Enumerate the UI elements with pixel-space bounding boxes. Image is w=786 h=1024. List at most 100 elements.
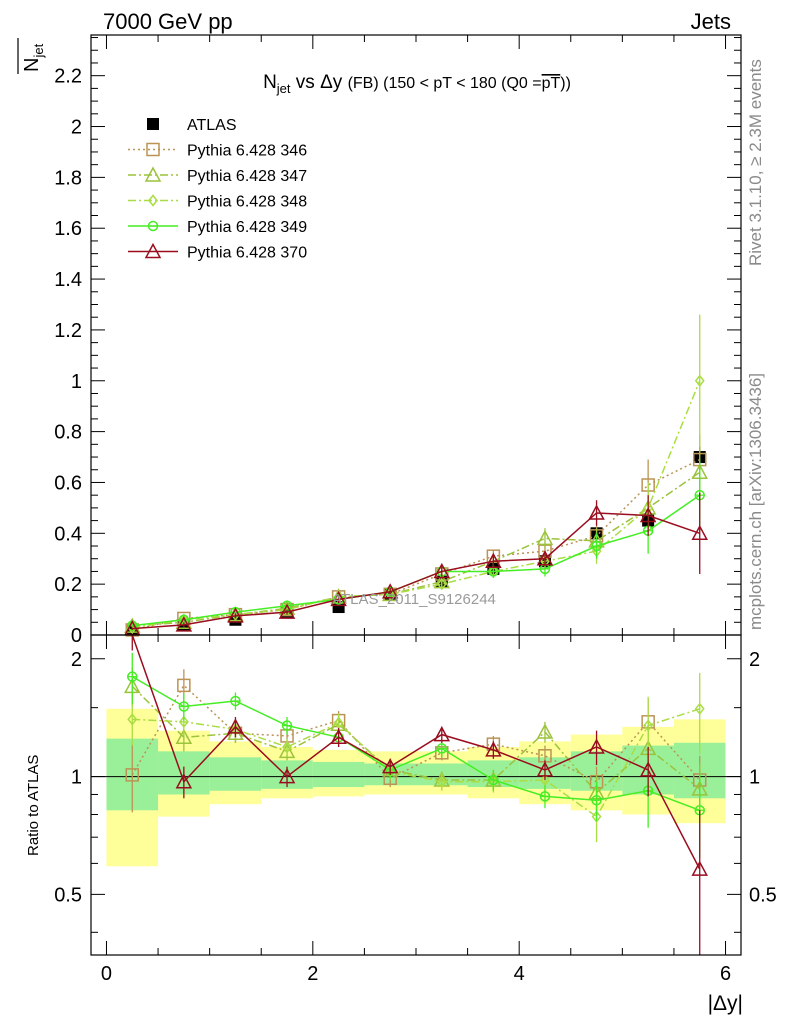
main-title: Njet vs Δy (FB) (150 < pT < 180 (Q0 =pT)… bbox=[263, 72, 571, 96]
ratio-series-0-line bbox=[131, 684, 701, 783]
title-close: )) bbox=[560, 75, 571, 92]
main-ytick-label-4: 0.8 bbox=[54, 422, 82, 444]
ratio-series-3-line bbox=[131, 676, 700, 811]
ratio-series-2-point-4 bbox=[333, 716, 344, 730]
main-ytick-label-2: 0.4 bbox=[54, 523, 82, 545]
ratio-series-2-point-6 bbox=[436, 775, 447, 788]
ratio-series-4-point-9 bbox=[588, 738, 605, 754]
main-series-5-point-11 bbox=[691, 524, 708, 541]
legend-marker-5 bbox=[144, 242, 162, 259]
ratio-series-4-point-11 bbox=[691, 860, 708, 876]
ratio-ytick-label-right-2: 2 bbox=[749, 649, 760, 671]
ratio-series-2-point-11 bbox=[694, 702, 705, 715]
main-series-3-point-6 bbox=[436, 577, 447, 591]
legend-label-2: Pythia 6.428 347 bbox=[187, 168, 307, 185]
ratio-ytick-label-right-1: 1 bbox=[749, 767, 760, 789]
main-ytick-label-7: 1.4 bbox=[54, 269, 82, 291]
legend: ATLAS Pythia 6.428 346 Pythia 6.428 347 Pyt… bbox=[128, 117, 307, 262]
legend-entry-5: Pythia 6.428 370 bbox=[128, 242, 307, 262]
ratio-series-2-point-10 bbox=[643, 719, 654, 732]
ratio-xlabel: |Δy| bbox=[708, 992, 743, 1015]
main-series-2-line bbox=[132, 471, 701, 627]
mcplots-label: mcplots.cern.ch [arXiv:1306.3436] bbox=[746, 373, 765, 630]
ratio-ytick-label-2: 2 bbox=[71, 649, 82, 671]
ratio-series-2-point-0 bbox=[127, 713, 138, 726]
ratio-ylabel: Ratio to ATLAS bbox=[25, 755, 42, 856]
ratio-series-4-point-2 bbox=[227, 718, 244, 734]
main-ylabel-sub: jet bbox=[31, 43, 46, 58]
header-left: 7000 GeV pp bbox=[103, 9, 233, 34]
ratio-series-2-point-3 bbox=[282, 740, 292, 754]
main-ylabel: Njet bbox=[21, 43, 46, 72]
header-right: Jets bbox=[691, 9, 731, 34]
ratio-series-4-line bbox=[131, 634, 701, 870]
main-ytick-label-1: 0.2 bbox=[54, 574, 82, 596]
title-tag: (FB) bbox=[348, 75, 379, 92]
main-ylabel-text: N bbox=[21, 58, 43, 72]
main-series-0-point-4 bbox=[332, 601, 345, 614]
title-prefix: N bbox=[263, 72, 277, 93]
main-series-5-line bbox=[132, 512, 700, 630]
legend-entry-3: Pythia 6.428 348 bbox=[128, 194, 307, 211]
ratio-frame bbox=[90, 634, 742, 956]
ratio-series-4-point-7 bbox=[485, 741, 502, 757]
ratio-inner-band-2 bbox=[209, 757, 262, 791]
main-ytick-label-6: 1.2 bbox=[54, 320, 82, 342]
main-series-5-point-10 bbox=[639, 506, 657, 523]
ratio-series-4-point-8 bbox=[536, 761, 554, 777]
ratio-series-1-point-1 bbox=[175, 728, 193, 745]
legend-label-0: ATLAS bbox=[187, 117, 237, 134]
main-series-1-line bbox=[132, 458, 701, 631]
watermark: ATLAS_2011_S9126244 bbox=[332, 591, 496, 608]
ratio-series-0-point-0 bbox=[125, 768, 140, 782]
rivet-label: Rivet 3.1.10, ≥ 2.3M events bbox=[746, 59, 765, 266]
main-series-5 bbox=[124, 492, 708, 636]
legend-marker-2 bbox=[144, 166, 162, 182]
main-series-5-point-4 bbox=[330, 590, 347, 607]
legend-entry-2: Pythia 6.428 347 bbox=[128, 166, 307, 185]
ratio-xtick-label-0: 0 bbox=[101, 963, 112, 985]
ratio-xtick-label-1: 2 bbox=[307, 963, 318, 985]
ratio-panel: 0.5 0.5 1 1 2 2 0 2 4 6 Ratio to ATLAS |Δy| bbox=[25, 634, 777, 1015]
ratio-series-0-point-1 bbox=[177, 678, 191, 693]
ratio-series-2-point-9 bbox=[591, 810, 602, 823]
main-series-5-point-6 bbox=[433, 562, 451, 579]
legend-marker-1 bbox=[146, 142, 160, 157]
legend-label-4: Pythia 6.428 349 bbox=[187, 219, 307, 236]
main-ytick-label-0: 0 bbox=[71, 625, 82, 647]
ratio-series-2-point-1 bbox=[178, 715, 189, 729]
ratio-xtick-label-3: 6 bbox=[720, 963, 731, 985]
legend-label-1: Pythia 6.428 346 bbox=[187, 143, 307, 160]
ratio-series-4-point-6 bbox=[433, 726, 451, 742]
main-ytick-label-3: 0.6 bbox=[54, 472, 82, 494]
ratio-series-1-point-3 bbox=[278, 742, 296, 759]
main-panel: 0 0.2 0.4 0.6 0.8 1 1.2 1.4 1.6 1.8 2 2.2 ATLAS_201… bbox=[17, 34, 742, 647]
main-series-5-point-5 bbox=[381, 583, 399, 599]
main-ytick-label-5: 1 bbox=[71, 371, 82, 393]
ratio-series-2-point-8 bbox=[540, 773, 550, 787]
legend-marker-3 bbox=[148, 194, 158, 207]
ratio-ytick-label-right-0: 0.5 bbox=[749, 884, 777, 906]
title-overline: pT bbox=[542, 75, 561, 92]
ratio-series-4 bbox=[131, 634, 708, 955]
ratio-ytick-label-0: 0.5 bbox=[54, 884, 82, 906]
main-series-5-point-2 bbox=[227, 607, 244, 623]
main-series-5-point-9 bbox=[588, 504, 605, 520]
main-ytick-label-10: 2 bbox=[71, 117, 82, 139]
ratio-series-4-point-1 bbox=[175, 773, 193, 789]
legend-entry-1: Pythia 6.428 346 bbox=[128, 143, 307, 160]
ratio-ytick-label-1: 1 bbox=[71, 767, 82, 789]
main-ytick-label-8: 1.6 bbox=[54, 218, 82, 240]
ratio-series-1-line bbox=[131, 685, 701, 794]
title-middle: vs Δy bbox=[291, 72, 348, 93]
legend-marker-0 bbox=[147, 118, 159, 130]
ratio-series-4-point-5 bbox=[381, 758, 399, 774]
ratio-series-4-point-4 bbox=[330, 728, 347, 745]
main-series-3 bbox=[127, 314, 705, 635]
title-rest: (150 < pT < 180 (Q0 = bbox=[379, 75, 542, 92]
legend-entry-0: ATLAS bbox=[147, 117, 237, 134]
main-series-5-point-1 bbox=[175, 616, 193, 632]
main-series-5-point-7 bbox=[485, 552, 502, 569]
legend-label-5: Pythia 6.428 370 bbox=[187, 245, 307, 262]
legend-entry-4: Pythia 6.428 349 bbox=[128, 219, 307, 236]
